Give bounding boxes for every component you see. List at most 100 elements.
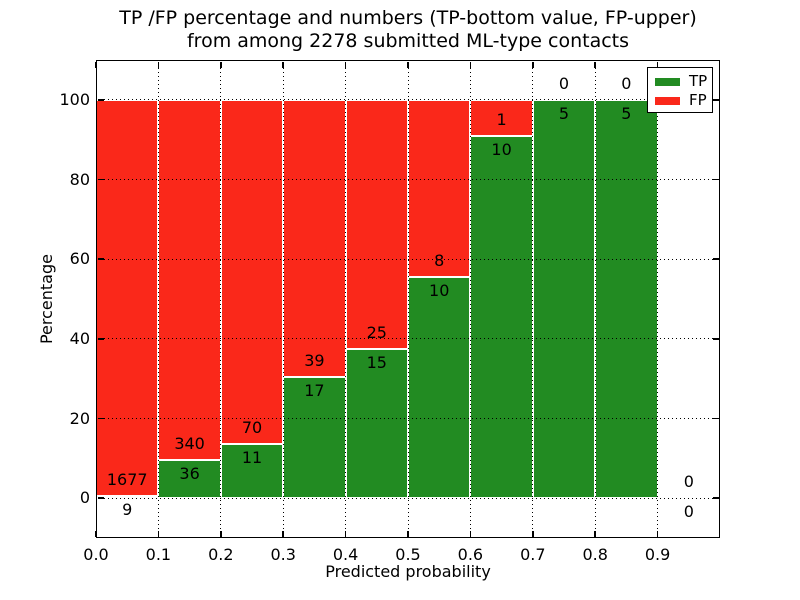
fp-count-label: 1 — [496, 110, 507, 130]
chart-title-line2: from among 2278 submitted ML-type contac… — [186, 29, 630, 52]
fp-count-label: 0 — [558, 73, 570, 93]
x-tick-label: 0.9 — [644, 545, 671, 564]
legend-row-fp: FP — [655, 91, 712, 110]
x-tick — [532, 530, 534, 537]
tp-count-label: 5 — [558, 103, 570, 123]
x-tick — [656, 530, 659, 537]
y-tick-label: 40 — [69, 328, 90, 348]
y-tick-right — [712, 338, 719, 340]
x-gridline — [594, 60, 596, 538]
y-tick-right — [712, 497, 719, 499]
x-tick — [95, 530, 97, 537]
y-tick — [97, 417, 104, 420]
fp-count-label: 8 — [434, 250, 445, 270]
tp-count-label: 17 — [304, 381, 325, 401]
x-tick — [344, 530, 347, 537]
tp-count-label: 10 — [491, 140, 512, 160]
x-tick-label: 0.7 — [520, 545, 546, 564]
y-tick-right — [712, 178, 719, 181]
bar-fp-segment — [283, 99, 346, 378]
x-tick — [594, 530, 596, 537]
chart-title: TP /FP percentage and numbers (TP-bottom… — [96, 7, 720, 52]
legend-swatch-tp — [655, 77, 680, 86]
y-tick-right — [712, 258, 719, 260]
y-tick-label: 0 — [79, 488, 90, 508]
x-tick — [220, 530, 222, 537]
chart-title-line1: TP /FP percentage and numbers (TP-bottom… — [119, 7, 697, 29]
fp-count-label: 39 — [304, 351, 325, 371]
y-tick — [97, 99, 104, 101]
x-tick-top — [95, 61, 97, 68]
y-tick — [97, 497, 104, 499]
y-tick-label: 60 — [69, 249, 90, 269]
fp-count-label: 0 — [621, 73, 632, 93]
x-tick-label: 0.5 — [395, 545, 421, 564]
x-gridline — [407, 60, 409, 538]
fp-count-label: 1677 — [106, 470, 148, 490]
y-tick-label: 100 — [59, 89, 90, 109]
bar-tp-segment — [532, 99, 596, 499]
x-axis-label: Predicted probability — [325, 562, 491, 581]
x-tick-top — [282, 61, 284, 68]
tp-count-label: 0 — [683, 502, 694, 522]
x-tick-top — [344, 61, 347, 68]
bar-tp-segment — [595, 99, 658, 499]
x-tick — [157, 530, 160, 537]
legend-swatch-fp — [655, 96, 680, 105]
x-tick-top — [656, 61, 659, 68]
x-gridline — [532, 60, 534, 538]
y-tick — [97, 178, 104, 181]
bar-tp-segment — [345, 348, 408, 499]
legend-row-tp: TP — [655, 72, 712, 91]
bar-tp-segment — [470, 136, 533, 499]
x-tick-top — [594, 61, 596, 68]
x-tick-label: 0.1 — [145, 545, 172, 564]
legend-label-tp: TP — [689, 72, 708, 90]
fp-count-label: 25 — [366, 322, 387, 342]
x-gridline — [345, 60, 347, 538]
x-gridline — [469, 60, 471, 538]
x-gridline — [157, 60, 159, 538]
tp-count-label: 11 — [241, 448, 263, 468]
x-tick — [282, 530, 284, 537]
tp-count-label: 5 — [621, 103, 632, 123]
fp-count-label: 0 — [683, 472, 694, 492]
legend-label-fp: FP — [689, 91, 707, 109]
x-gridline — [220, 60, 222, 538]
bar-tp-segment — [158, 460, 221, 499]
bar-tp-segment — [220, 444, 284, 499]
x-tick — [469, 530, 472, 537]
x-tick-label: 0.3 — [270, 545, 296, 564]
x-gridline — [282, 60, 284, 538]
y-tick-right — [712, 99, 719, 101]
x-tick-label: 0.2 — [208, 545, 234, 564]
x-gridline — [657, 60, 659, 538]
bar-tp-segment — [283, 377, 346, 499]
y-tick-right — [712, 417, 719, 420]
x-tick-label: 0.0 — [83, 545, 109, 564]
x-tick-label: 0.4 — [332, 545, 359, 564]
x-tick-label: 0.8 — [582, 545, 608, 564]
tp-count-label: 36 — [179, 464, 200, 484]
fp-count-label: 70 — [241, 418, 263, 438]
tp-count-label: 15 — [366, 352, 387, 372]
x-tick-top — [469, 61, 472, 68]
x-tick-top — [220, 61, 222, 68]
legend: TP FP — [647, 67, 713, 113]
y-tick — [97, 258, 104, 260]
bar-tp-segment — [408, 276, 471, 499]
bar-fp-segment — [96, 99, 159, 497]
x-tick-top — [532, 61, 534, 68]
tp-count-label: 9 — [122, 500, 133, 520]
y-tick — [97, 338, 104, 340]
bar-fp-segment — [220, 99, 284, 445]
y-tick-label: 80 — [69, 169, 90, 189]
x-tick-top — [157, 61, 160, 68]
y-axis-label: Percentage — [37, 254, 56, 345]
x-tick — [407, 530, 409, 537]
bar-fp-segment — [408, 99, 471, 277]
bar-fp-segment — [345, 99, 408, 349]
fp-count-label: 340 — [174, 434, 205, 454]
tp-count-label: 10 — [429, 280, 450, 300]
